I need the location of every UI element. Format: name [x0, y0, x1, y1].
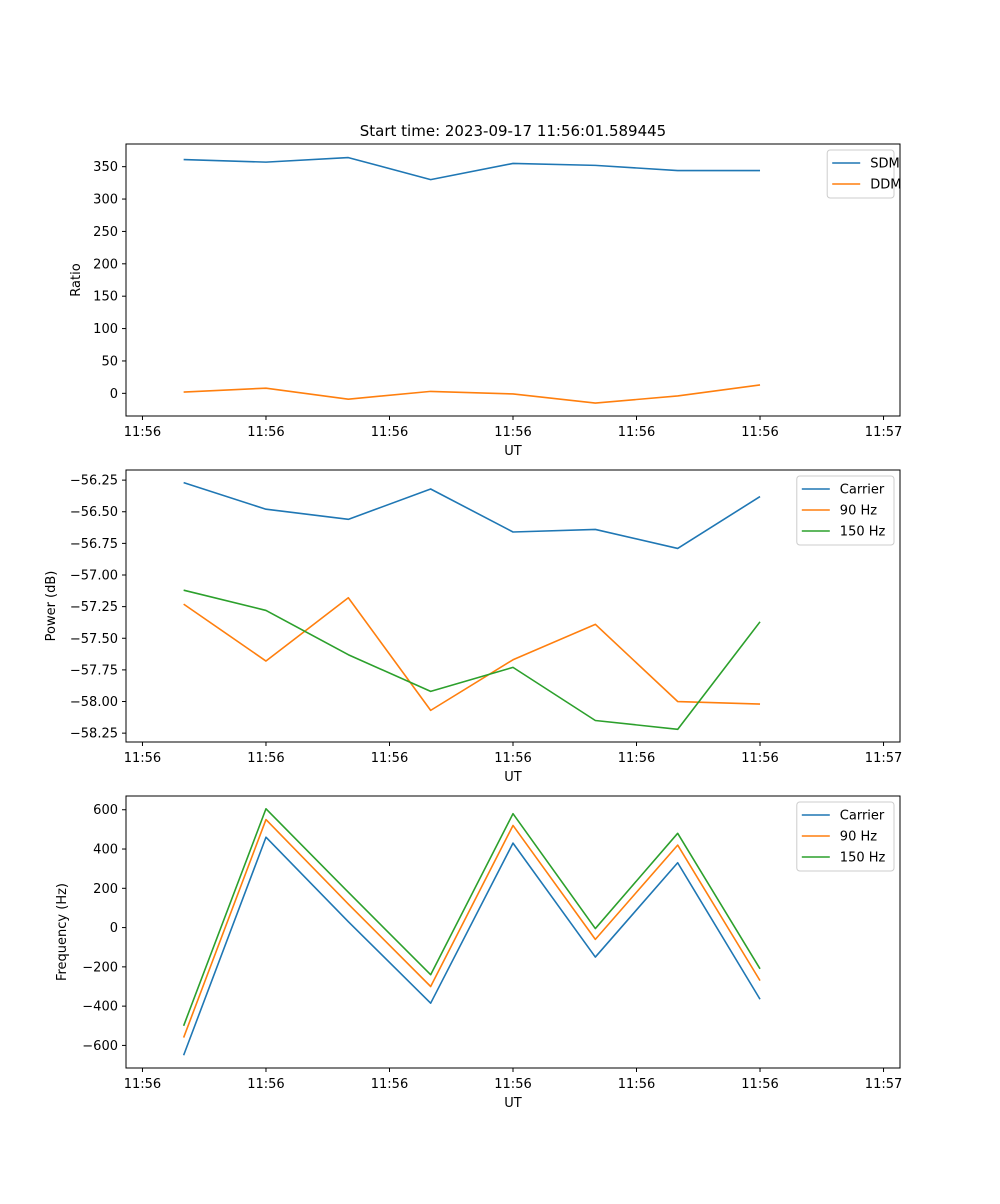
chart-panel-2: 11:56 11:56 11:56 11:56 11:56 11:56 11:57 −58.2…	[44, 469, 902, 785]
chart-panel-3: 11:56 11:56 11:56 11:56 11:56 11:56 11:57 −600 −…	[55, 795, 902, 1111]
x-tick-label: 11:56	[371, 751, 408, 766]
y-tick-label: 350	[93, 160, 118, 175]
series-line-ddm	[183, 384, 761, 404]
x-tick-label: 11:56	[494, 751, 531, 766]
series-line-carrier	[183, 481, 761, 550]
x-tick-label: 11:56	[618, 1077, 655, 1092]
chart-title: Start time: 2023-09-17 11:56:01.589445	[360, 122, 666, 140]
y-tick-label: 600	[93, 803, 118, 818]
series-line-carrier	[182, 836, 761, 1056]
y-axis-label: Power (dB)	[44, 571, 59, 642]
legend-box	[796, 801, 895, 872]
x-tick-label: 11:56	[124, 751, 161, 766]
x-tick-label: 11:56	[494, 425, 531, 440]
y-tick-label: −400	[82, 1000, 118, 1015]
plot-frame	[125, 143, 901, 417]
plot-frame	[125, 795, 901, 1069]
y-tick-label: 400	[93, 843, 118, 858]
legend-box	[826, 149, 895, 199]
x-tick-label: 11:56	[247, 1077, 284, 1092]
y-tick-label: 150	[93, 290, 118, 305]
legend-label: Carrier	[840, 809, 885, 824]
series-line-150-hz	[182, 807, 761, 1027]
x-tick-label: 11:56	[124, 425, 161, 440]
legend-label: 150 Hz	[840, 525, 886, 540]
legend: SDM DDM	[826, 149, 901, 199]
y-tick-label: −56.50	[70, 505, 118, 520]
x-tick-label: 11:56	[618, 425, 655, 440]
legend-label: 90 Hz	[840, 830, 877, 845]
y-tick-label: 300	[93, 193, 118, 208]
legend-label: DDM	[870, 178, 901, 193]
y-tick-label: −58.25	[70, 727, 118, 742]
x-tick-label: 11:56	[247, 751, 284, 766]
legend-label: Carrier	[840, 483, 885, 498]
legend-label: 150 Hz	[840, 851, 886, 866]
y-tick-label: 0	[110, 921, 118, 936]
y-tick-label: −57.75	[70, 663, 118, 678]
y-tick-label: −57.00	[70, 569, 118, 584]
legend-box	[796, 475, 895, 546]
x-tick-label: 11:56	[247, 425, 284, 440]
y-tick-label: 100	[93, 322, 118, 337]
x-axis-label: UT	[504, 444, 522, 459]
x-tick-label: 11:56	[741, 751, 778, 766]
y-tick-label: 0	[110, 387, 118, 402]
series-line-sdm	[183, 156, 761, 181]
y-tick-label: −57.50	[70, 632, 118, 647]
x-tick-label: 11:56	[741, 425, 778, 440]
y-tick-label: 250	[93, 225, 118, 240]
x-tick-label: 11:56	[618, 751, 655, 766]
x-tick-label: 11:57	[865, 425, 902, 440]
y-tick-label: −56.25	[70, 474, 118, 489]
y-tick-label: −200	[82, 960, 118, 975]
x-axis-label: UT	[504, 1096, 522, 1111]
y-tick-label: 50	[101, 354, 118, 369]
series-line-90-hz	[182, 818, 761, 1038]
legend: Carrier 90 Hz 150 Hz	[796, 801, 895, 872]
legend: Carrier 90 Hz 150 Hz	[796, 475, 895, 546]
x-tick-label: 11:56	[741, 1077, 778, 1092]
y-tick-label: −56.75	[70, 537, 118, 552]
x-tick-label: 11:56	[371, 1077, 408, 1092]
x-tick-label: 11:57	[865, 751, 902, 766]
y-tick-label: −600	[82, 1039, 118, 1054]
x-tick-label: 11:56	[124, 1077, 161, 1092]
y-tick-label: −58.00	[70, 695, 118, 710]
y-axis-label: Frequency (Hz)	[55, 883, 70, 981]
x-axis-label: UT	[504, 770, 522, 785]
series-line-90-hz	[183, 596, 761, 712]
y-tick-label: 200	[93, 257, 118, 272]
series-line-150-hz	[183, 589, 761, 731]
legend-label: SDM	[870, 157, 899, 172]
legend-label: 90 Hz	[840, 504, 877, 519]
x-tick-label: 11:56	[494, 1077, 531, 1092]
y-tick-label: −57.25	[70, 600, 118, 615]
chart-panel-1: 11:56 11:56 11:56 11:56 11:56 11:56 11:57 0 50 10…	[69, 122, 902, 459]
x-tick-label: 11:57	[865, 1077, 902, 1092]
x-tick-label: 11:56	[371, 425, 408, 440]
y-tick-label: 200	[93, 882, 118, 897]
plot-frame	[125, 469, 901, 743]
y-axis-label: Ratio	[69, 263, 84, 296]
